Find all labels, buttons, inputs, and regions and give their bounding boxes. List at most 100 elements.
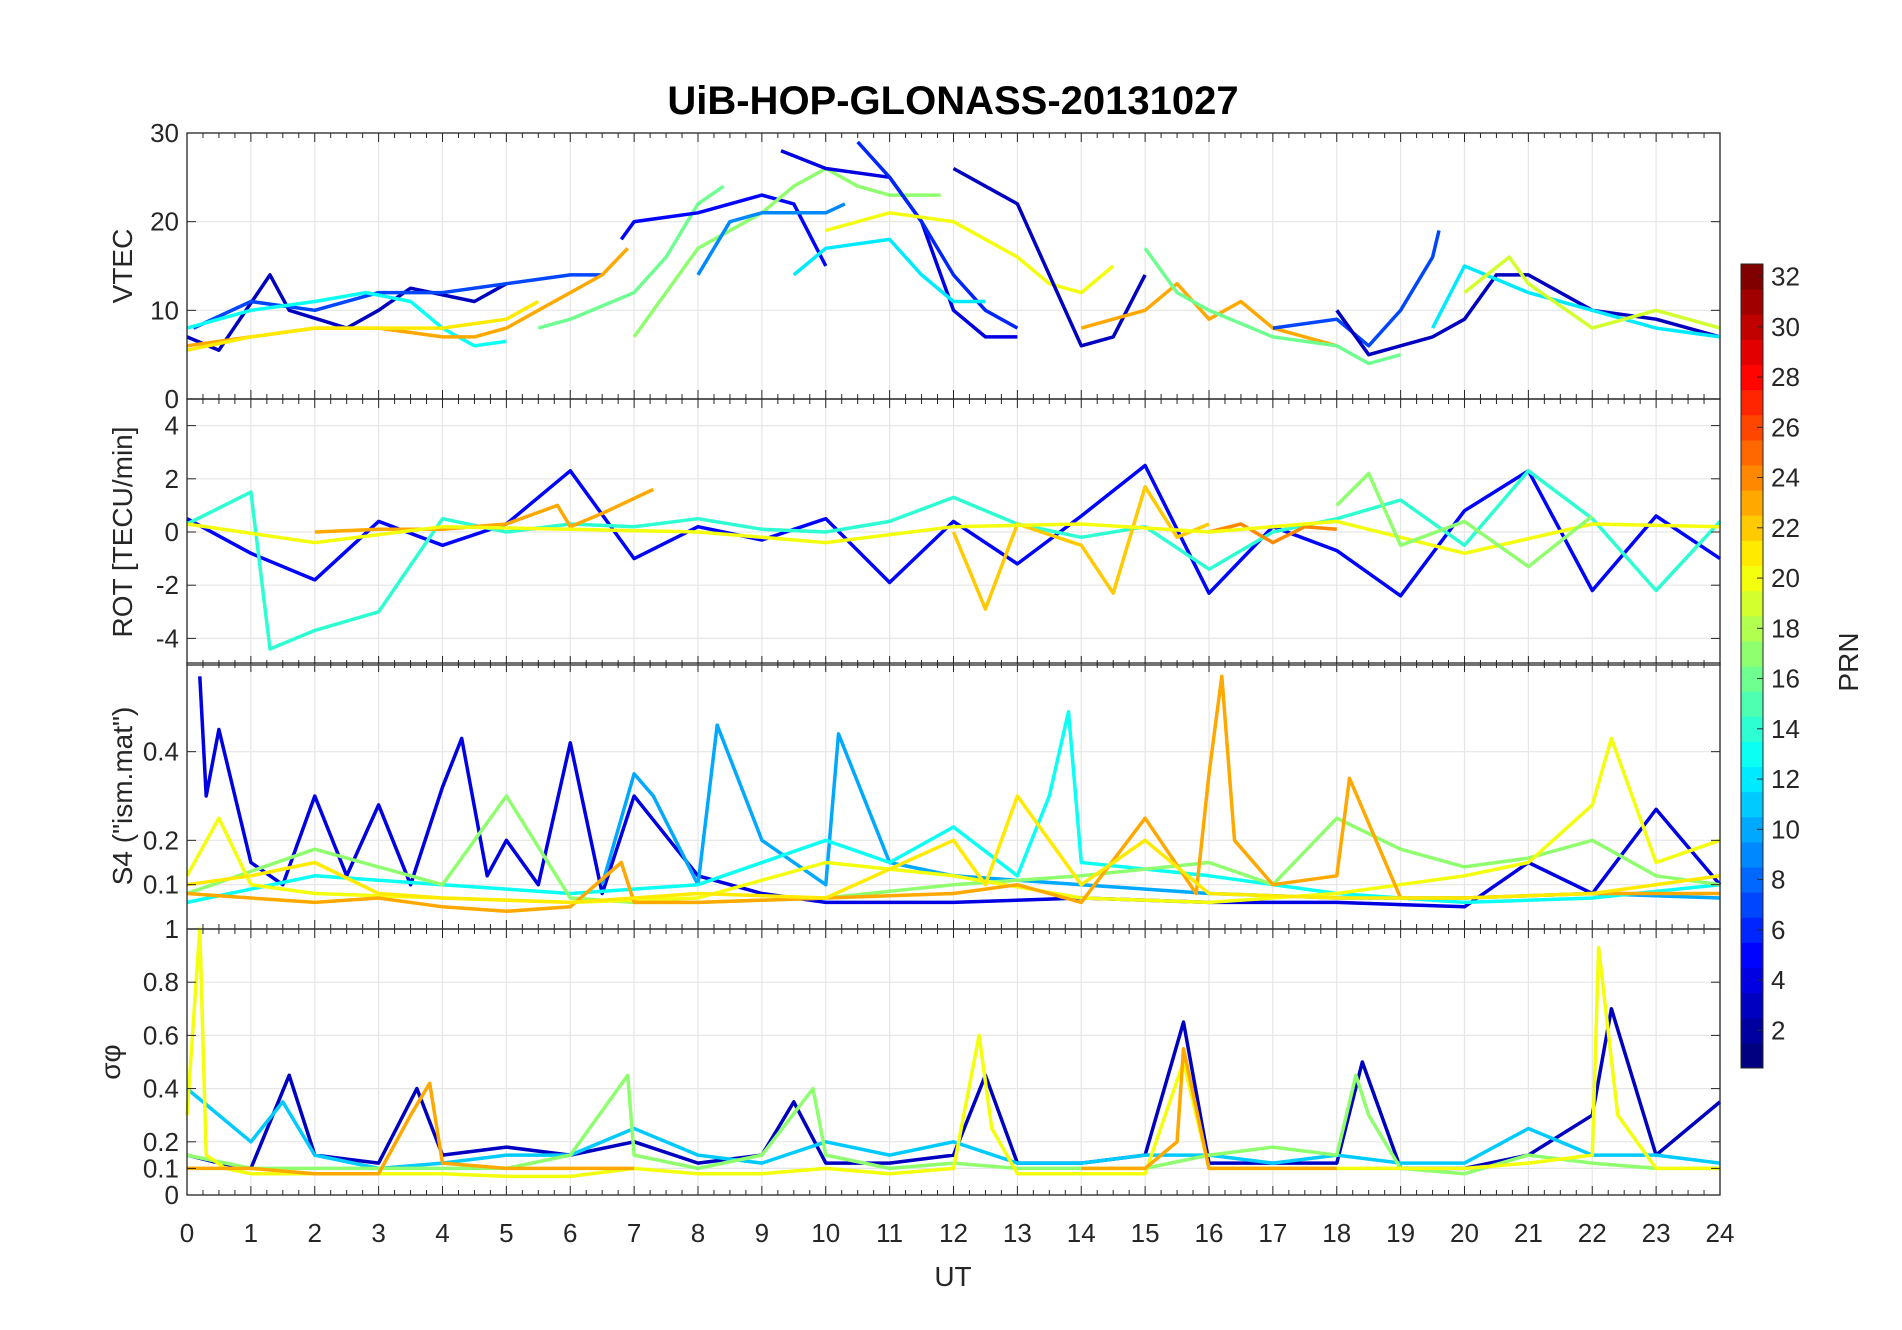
series-line-prn-12 (792, 237, 986, 304)
colorbar-segment (1741, 967, 1763, 994)
colorbar-frame (1740, 263, 1764, 1069)
colorbar-segment (1741, 892, 1763, 918)
colorbar-segment (1741, 766, 1763, 793)
x-tick-label: 8 (691, 1218, 705, 1248)
series-line-prn-9 (696, 202, 846, 276)
series-line-prn-5 (186, 463, 1721, 598)
colorbar-segment (1741, 1017, 1763, 1044)
series-line-prn-4 (198, 676, 1722, 909)
x-tick-label: 4 (435, 1218, 449, 1248)
x-tick-label: 21 (1514, 1218, 1543, 1248)
series-line-prn-23 (314, 487, 655, 534)
series-line-prn-20 (825, 211, 1115, 295)
series-line-prn-3 (1335, 273, 1721, 357)
colorbar-tick-label: 24 (1771, 463, 1800, 493)
y-tick-label: 0.1 (143, 870, 179, 900)
colorbar-segment (1741, 816, 1763, 843)
colorbar-segment (1741, 540, 1763, 566)
y-tick-label: 4 (165, 411, 179, 441)
y-tick-label: 0.4 (143, 1074, 179, 1104)
x-tick-label: 12 (939, 1218, 968, 1248)
series-line-prn-24 (1208, 522, 1337, 545)
colorbar-segment (1741, 590, 1763, 617)
colorbar-tick-label: 28 (1771, 362, 1800, 392)
y-tick-label: -4 (156, 623, 179, 653)
y-axis-label: ROT [TECU/min] (107, 426, 138, 637)
x-tick-label: 15 (1131, 1218, 1160, 1248)
series-line-prn-3 (952, 166, 1147, 348)
y-tick-label: 1 (165, 914, 179, 944)
colorbar-segment (1741, 741, 1763, 767)
y-tick-label: 10 (150, 295, 179, 325)
panel-rot: -4 -2 0 2 4 ROT [TECU/min] (107, 398, 1722, 666)
series-line-prn-13 (186, 290, 507, 348)
x-tick-label: 10 (811, 1218, 840, 1248)
series-line-prn-12 (1431, 264, 1721, 339)
y-tick-label: 0 (165, 517, 179, 547)
y-tick-label: 0 (165, 384, 179, 414)
y-axis-label: S4 ("ism.mat") (107, 707, 138, 886)
colorbar-tick-label: 18 (1771, 613, 1800, 643)
x-tick-label: 18 (1322, 1218, 1351, 1248)
colorbar-tick-label: 8 (1771, 865, 1785, 895)
series-line-prn-19 (1463, 255, 1721, 330)
y-tick-label: 0 (165, 1180, 179, 1210)
x-tick-label: 2 (308, 1218, 322, 1248)
x-tick-label: 13 (1003, 1218, 1032, 1248)
colorbar-segment (1741, 289, 1763, 315)
colorbar-segment (1741, 691, 1763, 717)
colorbar-segment (1741, 565, 1763, 592)
x-tick-label: 24 (1706, 1218, 1735, 1248)
colorbar-tick-label: 26 (1771, 412, 1800, 442)
colorbar-segment (1741, 490, 1763, 516)
x-tick-label: 19 (1386, 1218, 1415, 1248)
colorbar-label: PRN (1833, 632, 1864, 691)
x-tick-label: 17 (1258, 1218, 1287, 1248)
y-axis-label: VTEC (107, 229, 138, 304)
colorbar-tick-label: 16 (1771, 664, 1800, 694)
y-tick-label: 20 (150, 207, 179, 237)
colorbar-segment (1741, 917, 1763, 943)
colorbar-segment (1741, 1042, 1763, 1069)
colorbar-segment (1741, 465, 1763, 491)
x-tick-label: 0 (180, 1218, 194, 1248)
x-tick-label: 20 (1450, 1218, 1479, 1248)
x-axis-label: UT (934, 1261, 971, 1292)
series-line-prn-21 (186, 794, 1721, 905)
y-tick-label: 0.6 (143, 1020, 179, 1050)
y-tick-label: 0.2 (143, 825, 179, 855)
colorbar-segment (1741, 364, 1763, 391)
series-line-prn-17 (632, 166, 941, 338)
x-tick-label: 7 (627, 1218, 641, 1248)
colorbar-tick-label: 6 (1771, 915, 1785, 945)
y-tick-label: 0.2 (143, 1127, 179, 1157)
colorbar-segment (1741, 791, 1763, 818)
y-tick-label: 0.8 (143, 967, 179, 997)
colorbar-segment (1741, 666, 1763, 692)
colorbar-tick-label: 2 (1771, 1015, 1785, 1045)
series-line-prn-16 (1143, 247, 1402, 366)
colorbar-segment (1741, 515, 1763, 541)
x-tick-label: 23 (1642, 1218, 1671, 1248)
y-tick-label: 30 (150, 118, 179, 148)
colorbar-segment (1741, 867, 1763, 893)
colorbar-segment (1741, 716, 1763, 742)
series-line-prn-23 (1081, 1046, 1337, 1171)
colorbar-tick-label: 10 (1771, 814, 1800, 844)
colorbar-segment (1741, 339, 1763, 365)
colorbar-segment (1741, 841, 1763, 868)
colorbar-segment (1741, 439, 1763, 466)
series-line-prn-20 (186, 519, 1721, 556)
chart-title: UiB-HOP-GLONASS-20131027 (667, 79, 1238, 123)
colorbar-tick-label: 30 (1771, 312, 1800, 342)
colorbar-tick-label: 20 (1771, 563, 1800, 593)
colorbar-tick-label: 14 (1771, 714, 1800, 744)
x-tick-label: 14 (1067, 1218, 1096, 1248)
x-tick-label: 1 (244, 1218, 258, 1248)
y-axis-label: σφ (95, 1044, 126, 1079)
y-tick-label: 0.4 (143, 737, 179, 767)
colorbar-tick-label: 12 (1771, 764, 1800, 794)
x-tick-label: 22 (1578, 1218, 1607, 1248)
